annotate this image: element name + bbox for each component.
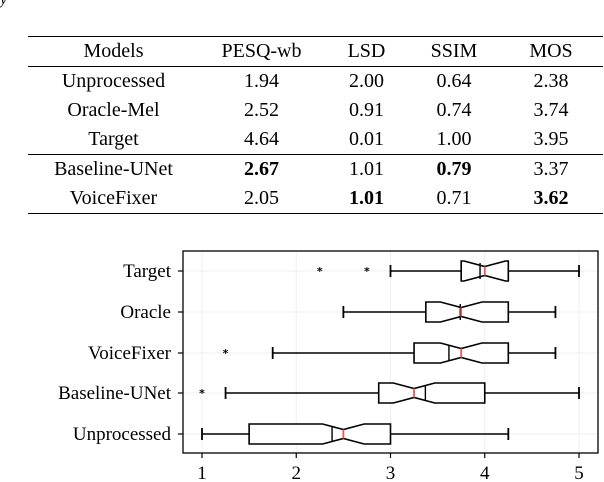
y-tick-label: Target — [123, 261, 172, 282]
y-tick-label: Oracle — [120, 302, 171, 323]
x-tick-label: 2 — [292, 463, 302, 482]
clipped-caption-glyph: y — [0, 0, 7, 9]
box-voicefixer: * — [223, 342, 557, 364]
cell-pesq: 4.64 — [244, 128, 279, 150]
box-target: * * — [317, 260, 580, 282]
box-baseline-unet: * — [199, 382, 580, 404]
outlier-marker: * — [223, 347, 229, 360]
box-series: * *** — [199, 260, 580, 445]
outlier-marker: * — [199, 387, 205, 400]
box-unprocessed — [201, 423, 510, 445]
cell-pesq: 2.67 — [244, 158, 279, 180]
table-row: Baseline-UNet 2.67 1.01 0.79 3.37 — [28, 154, 603, 185]
cell-mos: 2.38 — [533, 70, 569, 92]
cell-lsd: 2.00 — [349, 70, 384, 92]
cell-mos: 3.37 — [533, 158, 569, 180]
header-mos: MOS — [529, 40, 573, 62]
cell-lsd: 0.91 — [349, 99, 384, 121]
cell-model: Target — [88, 128, 139, 150]
cell-mos: 3.62 — [533, 187, 569, 209]
notched-box — [425, 301, 510, 323]
cell-lsd: 0.01 — [349, 128, 384, 150]
x-tick-label: 4 — [480, 463, 490, 482]
cell-ssim: 0.79 — [436, 158, 472, 180]
cell-ssim: 0.71 — [436, 187, 472, 209]
y-tick-label: VoiceFixer — [88, 343, 172, 364]
grid-lines — [183, 251, 598, 453]
cell-pesq: 1.94 — [244, 70, 279, 92]
table-row: VoiceFixer 2.05 1.01 0.71 3.62 — [28, 184, 603, 214]
cell-ssim: 0.74 — [436, 99, 472, 121]
x-tick-label: 5 — [574, 463, 584, 482]
x-tick-label: 3 — [386, 463, 396, 482]
outlier-marker: * — [317, 265, 323, 278]
cell-mos: 3.95 — [533, 128, 569, 150]
header-ssim: SSIM — [430, 40, 478, 62]
cell-ssim: 1.00 — [436, 128, 472, 150]
cell-lsd: 1.01 — [349, 158, 384, 180]
x-tick-label: 1 — [197, 463, 207, 482]
header-pesq-wb: PESQ-wb — [221, 40, 302, 62]
cell-pesq: 2.05 — [244, 187, 279, 209]
cell-model: VoiceFixer — [69, 187, 158, 209]
outlier-marker: * — [364, 265, 370, 278]
cell-lsd: 1.01 — [349, 187, 384, 209]
table-header-row: Models PESQ-wb LSD SSIM MOS — [28, 36, 603, 67]
notched-box — [248, 423, 392, 445]
x-axis: 1 2 3 4 5 — [197, 453, 584, 482]
cell-model: Unprocessed — [61, 70, 166, 92]
y-tick-label: Unprocessed — [73, 424, 172, 445]
cell-mos: 3.74 — [533, 99, 569, 121]
table-row: Target 4.64 0.01 1.00 3.95 — [28, 125, 603, 155]
notched-box — [377, 382, 486, 404]
box-oracle — [342, 301, 557, 323]
cell-model: Baseline-UNet — [54, 158, 173, 180]
results-table: Models PESQ-wb LSD SSIM MOS Unprocessed … — [28, 36, 603, 214]
table-row: Unprocessed 1.94 2.00 0.64 2.38 — [28, 67, 603, 97]
table-row: Oracle-Mel 2.52 0.91 0.74 3.74 — [28, 96, 603, 125]
y-tick-label: Baseline-UNet — [58, 383, 172, 404]
header-lsd: LSD — [347, 40, 386, 62]
cell-ssim: 0.64 — [436, 70, 472, 92]
header-models: Models — [83, 40, 144, 62]
y-axis: Target Oracle VoiceFixer Baseline-UNet Unpro… — [58, 261, 183, 445]
cell-pesq: 2.52 — [244, 99, 279, 121]
cell-model: Oracle-Mel — [67, 99, 160, 121]
